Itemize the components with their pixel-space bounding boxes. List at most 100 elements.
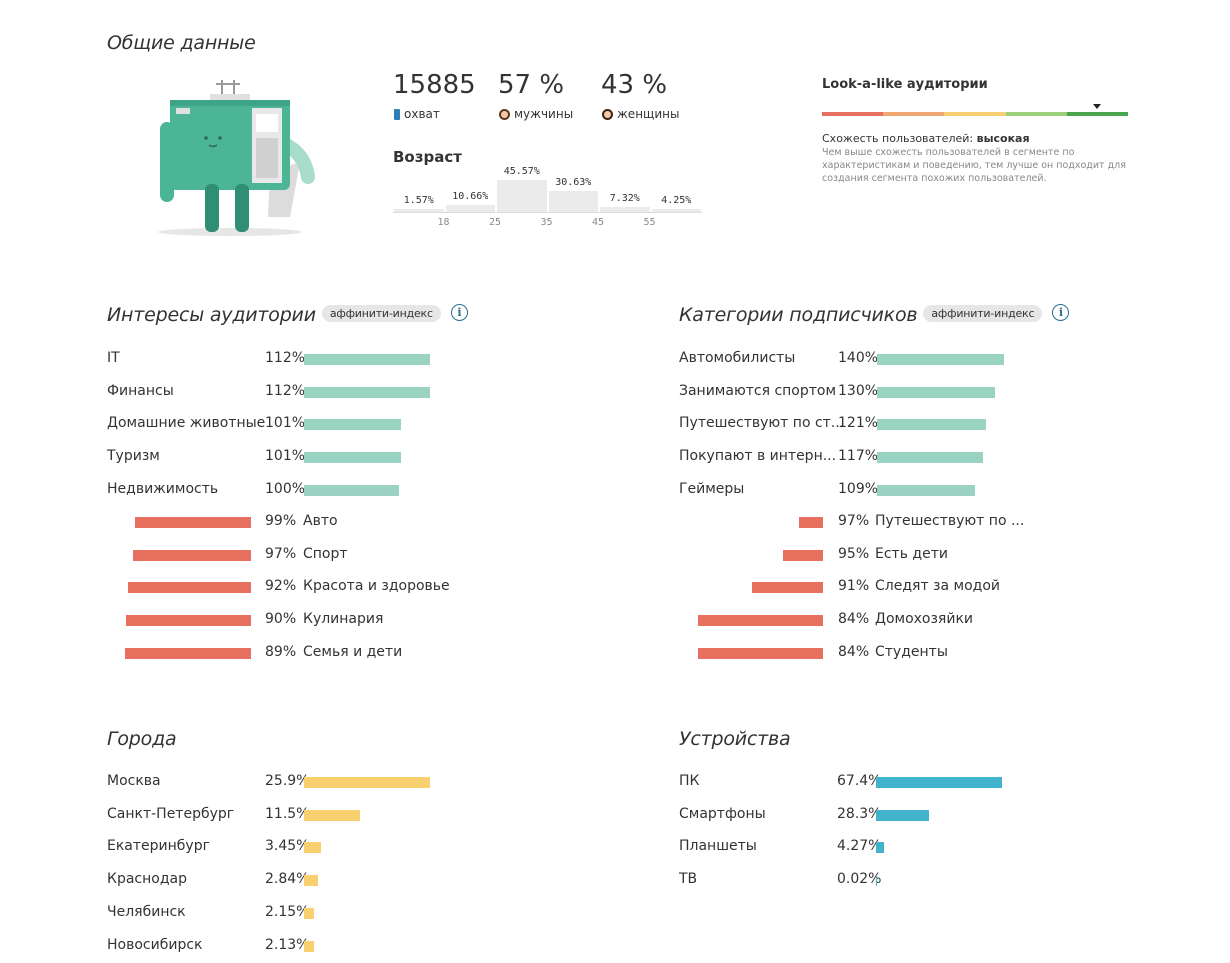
list-item: Покупают в интерн... 117%	[679, 448, 1099, 468]
list-item: Недвижимость 100%	[107, 481, 527, 501]
list-item: 95% Есть дети	[679, 546, 1099, 566]
age-value: 1.57%	[403, 195, 434, 206]
age-tick-label: 25	[489, 217, 502, 228]
item-value: 84%	[838, 643, 870, 660]
item-bar	[304, 386, 430, 398]
item-value: 121%	[838, 415, 879, 432]
lookalike-marker-icon	[1093, 104, 1102, 109]
item-value: 101%	[265, 448, 306, 465]
item-bar	[126, 615, 251, 627]
item-value: 4.27%	[837, 838, 882, 855]
women-label: женщины	[602, 107, 679, 121]
item-bar	[877, 452, 983, 464]
item-bar	[304, 777, 430, 788]
similarity-value: высокая	[976, 132, 1030, 145]
reach-label-text: охват	[404, 107, 440, 121]
age-axis	[393, 212, 702, 213]
item-label: Москва	[107, 773, 161, 789]
list-item: Краснодар 2.84%	[107, 871, 527, 891]
info-icon[interactable]: i	[450, 304, 468, 321]
item-label: Новосибирск	[107, 936, 203, 953]
list-item: Финансы 112%	[107, 383, 527, 403]
men-label: мужчины	[499, 107, 573, 121]
age-tick-label: 55	[643, 217, 656, 228]
item-label: Студенты	[875, 643, 948, 660]
lookalike-title: Look-a-like аудитории	[822, 77, 988, 92]
item-label: Авто	[303, 513, 338, 529]
robot-mascot-illustration	[158, 80, 315, 236]
age-tick-label: 18	[437, 217, 450, 228]
list-item: Смартфоны 28.3%	[679, 806, 1099, 826]
men-label-text: мужчины	[514, 107, 574, 121]
lookalike-scale-segment	[1066, 112, 1129, 116]
item-bar	[125, 647, 251, 659]
list-item: Занимаются спортом 130%	[679, 383, 1099, 403]
list-item: 99% Авто	[107, 513, 527, 533]
reach-label: охват	[394, 107, 440, 121]
list-item: 84% Домохозяйки	[679, 611, 1099, 631]
item-label: Следят за модой	[875, 578, 1000, 595]
item-bar	[877, 354, 1005, 365]
age-tick-label: 45	[592, 217, 605, 228]
item-value: 130%	[838, 382, 879, 399]
item-label: Смартфоны	[679, 805, 766, 822]
info-icon[interactable]: i	[1052, 304, 1070, 321]
list-item: Геймеры 109%	[679, 481, 1099, 501]
age-bar	[651, 209, 701, 212]
affinity-badge: аффинити-индекс	[923, 305, 1043, 322]
list-item: ТВ 0.02%	[679, 871, 1099, 891]
item-label: Недвижимость	[107, 480, 219, 497]
item-label: Екатеринбург	[107, 838, 210, 855]
list-item: 92% Красота и здоровье	[107, 578, 527, 598]
item-bar	[304, 940, 315, 952]
item-label: Краснодар	[107, 871, 187, 888]
list-item: Домашние животные 101%	[107, 415, 527, 435]
list-item: Планшеты 4.27%	[679, 838, 1099, 858]
item-value: 25.9%	[265, 773, 310, 789]
item-bar	[304, 842, 321, 854]
item-label: Домохозяйки	[875, 611, 973, 628]
age-bar	[497, 180, 547, 212]
list-item: 89% Семья и дети	[107, 644, 527, 664]
item-value: 95%	[838, 545, 870, 562]
age-bar	[445, 204, 495, 212]
list-item: ПК 67.4%	[679, 773, 1099, 793]
item-value: 99%	[265, 513, 297, 529]
age-value: 45.57%	[503, 166, 540, 178]
cities-title: Города	[107, 728, 177, 750]
item-bar	[135, 517, 251, 528]
item-value: 109%	[838, 480, 879, 497]
age-bar	[394, 209, 444, 212]
item-bar	[304, 484, 399, 496]
item-label: Автомобилисты	[679, 350, 796, 366]
item-value: 90%	[265, 611, 297, 628]
list-item: 90% Кулинария	[107, 611, 527, 631]
interests-title: Интересы аудитории	[107, 304, 316, 326]
list-item: Автомобилисты 140%	[679, 350, 1099, 370]
list-item: IT 112%	[107, 350, 527, 370]
categories-header: Категории подписчиков аффинити-индекс i	[679, 304, 1070, 326]
item-value: 67.4%	[837, 773, 882, 789]
item-bar	[133, 549, 251, 561]
item-bar	[876, 809, 929, 821]
item-bar	[128, 582, 251, 594]
age-bar	[600, 206, 650, 212]
age-tick-label: 35	[540, 217, 553, 228]
list-item: 97% Путешествуют по ...	[679, 513, 1099, 533]
women-label-text: женщины	[617, 107, 680, 121]
item-bar	[877, 386, 995, 398]
item-label: Финансы	[107, 382, 174, 399]
reach-value: 15885	[393, 70, 476, 100]
item-value: 112%	[265, 382, 306, 399]
list-item: 97% Спорт	[107, 546, 527, 566]
item-bar	[876, 842, 884, 854]
item-label: Занимаются спортом	[679, 382, 837, 399]
item-bar	[304, 907, 315, 919]
list-item: 84% Студенты	[679, 644, 1099, 664]
age-title: Возраст	[393, 148, 462, 166]
item-bar	[877, 484, 975, 496]
lookalike-scale-segment	[822, 112, 884, 116]
item-label: ТВ	[679, 871, 698, 888]
list-item: Новосибирск 2.13%	[107, 937, 527, 957]
categories-title: Категории подписчиков	[679, 304, 918, 326]
